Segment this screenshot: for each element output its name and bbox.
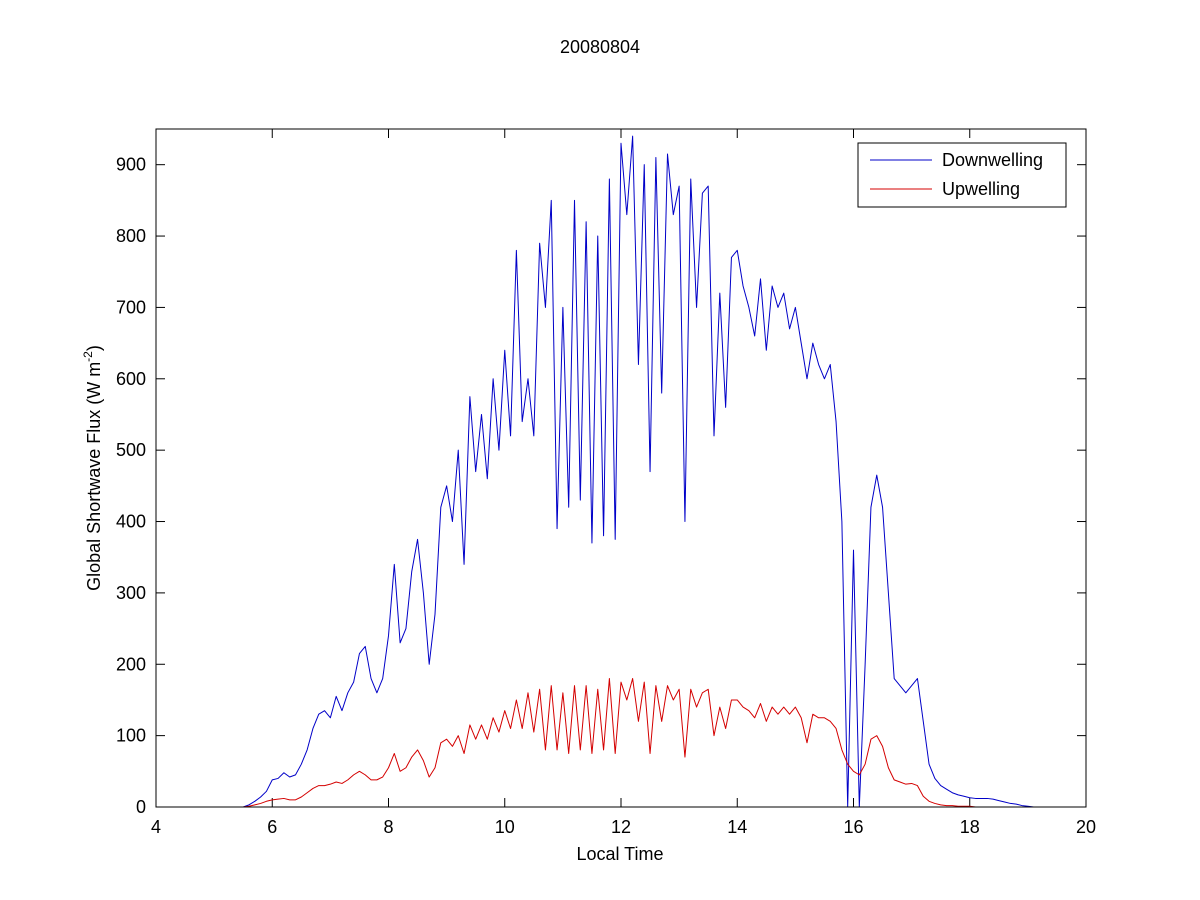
- y-tick-label: 800: [116, 226, 146, 246]
- x-tick-label: 14: [727, 817, 747, 837]
- x-axis-label: Local Time: [576, 844, 663, 864]
- y-tick-label: 400: [116, 512, 146, 532]
- data-line: [156, 678, 1034, 808]
- y-tick-label: 100: [116, 726, 146, 746]
- y-axis-label-superscript: -2: [81, 351, 95, 362]
- data-line: [156, 135, 1034, 808]
- y-tick-label: 0: [136, 797, 146, 817]
- axes-box: [155, 128, 1087, 808]
- y-tick-label: 700: [116, 297, 146, 317]
- y-axis-label-text: Global Shortwave Flux (W m: [84, 362, 104, 591]
- x-tick-label: 16: [843, 817, 863, 837]
- x-tick-label: 12: [611, 817, 631, 837]
- x-tick-label: 20: [1076, 817, 1096, 837]
- y-axis-label-suffix: ): [84, 345, 104, 351]
- x-tick-label: 18: [960, 817, 980, 837]
- x-tick-label: 8: [383, 817, 393, 837]
- x-tick-label: 10: [495, 817, 515, 837]
- chart-title: 20080804: [560, 37, 640, 57]
- y-tick-label: 500: [116, 440, 146, 460]
- plot-area: [156, 129, 1086, 807]
- x-tick-label: 6: [267, 817, 277, 837]
- y-tick-label: 300: [116, 583, 146, 603]
- legend: Downwelling Upwelling: [857, 142, 1067, 208]
- y-tick-label: 900: [116, 155, 146, 175]
- legend-label: Downwelling: [942, 150, 1043, 170]
- y-axis-label: Global Shortwave Flux (W m-2): [81, 345, 104, 591]
- legend-box: [857, 142, 1067, 208]
- x-tick-label: 4: [151, 817, 161, 837]
- y-tick-label: 200: [116, 654, 146, 674]
- legend-label: Upwelling: [942, 179, 1020, 199]
- y-tick-label: 600: [116, 369, 146, 389]
